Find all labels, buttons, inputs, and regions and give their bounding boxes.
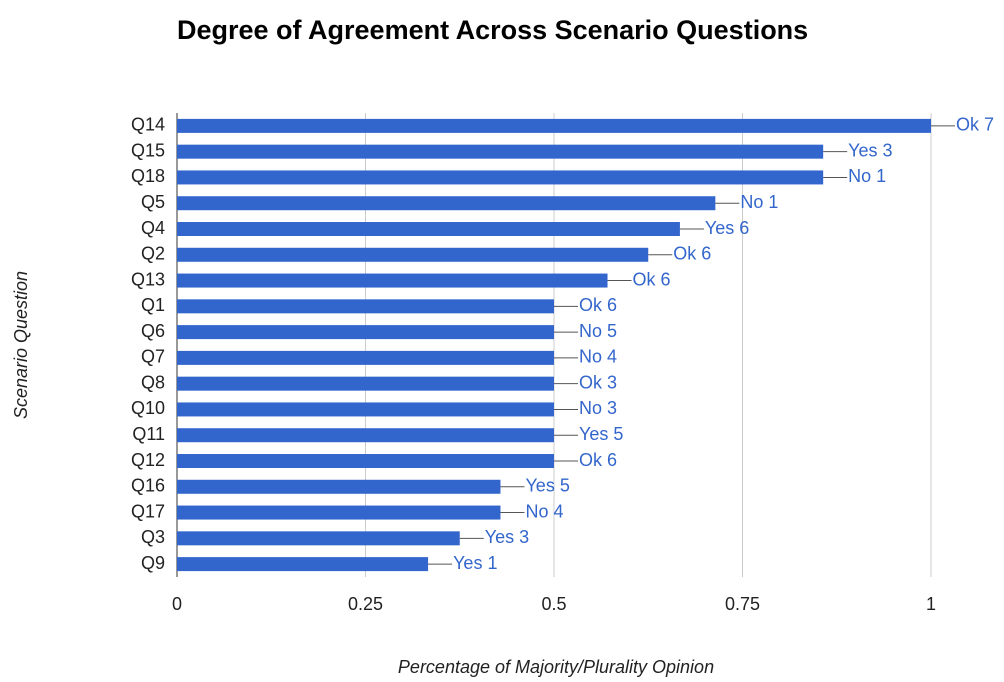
y-tick-label: Q16 <box>131 476 165 496</box>
y-tick-label: Q4 <box>141 218 165 238</box>
y-tick-label: Q8 <box>141 372 165 392</box>
bar <box>177 376 554 391</box>
annotation: No 4 <box>579 347 617 367</box>
bar <box>177 325 554 340</box>
bar <box>177 505 501 520</box>
bar <box>177 479 501 494</box>
bar <box>177 428 554 443</box>
bar <box>177 350 554 365</box>
annotation: Ok 6 <box>673 244 711 264</box>
bar <box>177 299 554 314</box>
annotation: Yes 3 <box>848 140 892 160</box>
y-tick-label: Q18 <box>131 166 165 186</box>
annotation: No 1 <box>740 192 778 212</box>
annotation: No 4 <box>525 501 563 521</box>
bar <box>177 531 460 546</box>
y-tick-label: Q6 <box>141 321 165 341</box>
bar <box>177 170 824 185</box>
bar <box>177 247 649 262</box>
annotation: Yes 6 <box>705 218 749 238</box>
annotation: No 1 <box>848 166 886 186</box>
bar <box>177 118 931 133</box>
x-tick-label: 0.5 <box>541 594 566 614</box>
annotation: Ok 3 <box>579 372 617 392</box>
y-tick-label: Q17 <box>131 501 165 521</box>
y-tick-label: Q10 <box>131 398 165 418</box>
bar <box>177 557 429 572</box>
y-tick-label: Q1 <box>141 295 165 315</box>
annotation: Yes 5 <box>525 476 569 496</box>
x-axis-title: Percentage of Majority/Plurality Opinion <box>398 657 714 677</box>
bar <box>177 273 608 288</box>
annotation: Yes 3 <box>485 527 529 547</box>
y-axis-title: Scenario Question <box>11 271 31 419</box>
bar <box>177 144 824 159</box>
y-tick-label: Q15 <box>131 140 165 160</box>
y-tick-label: Q11 <box>132 424 165 444</box>
y-tick-label: Q9 <box>141 553 165 573</box>
annotation: Yes 5 <box>579 424 623 444</box>
y-tick-label: Q5 <box>141 192 165 212</box>
bar <box>177 454 554 468</box>
y-tick-label: Q7 <box>141 347 165 367</box>
x-tick-label: 1 <box>926 594 936 614</box>
y-tick-label: Q13 <box>131 269 165 289</box>
y-tick-label: Q12 <box>131 450 165 470</box>
bar <box>177 402 554 417</box>
annotation: Ok 6 <box>579 450 617 470</box>
annotation: No 5 <box>579 321 617 341</box>
y-tick-label: Q14 <box>131 115 165 135</box>
x-tick-label: 0.25 <box>348 594 383 614</box>
y-tick-label: Q3 <box>141 527 165 547</box>
bar <box>177 222 680 236</box>
annotation: Ok 7 <box>956 115 994 135</box>
chart-title: Degree of Agreement Across Scenario Ques… <box>177 15 809 45</box>
bar <box>177 196 716 211</box>
annotation: No 3 <box>579 398 617 418</box>
x-tick-label: 0.75 <box>725 594 760 614</box>
x-tick-label: 0 <box>172 594 182 614</box>
annotation: Ok 6 <box>633 269 671 289</box>
annotation: Yes 1 <box>453 553 497 573</box>
y-tick-label: Q2 <box>141 244 165 264</box>
annotation: Ok 6 <box>579 295 617 315</box>
